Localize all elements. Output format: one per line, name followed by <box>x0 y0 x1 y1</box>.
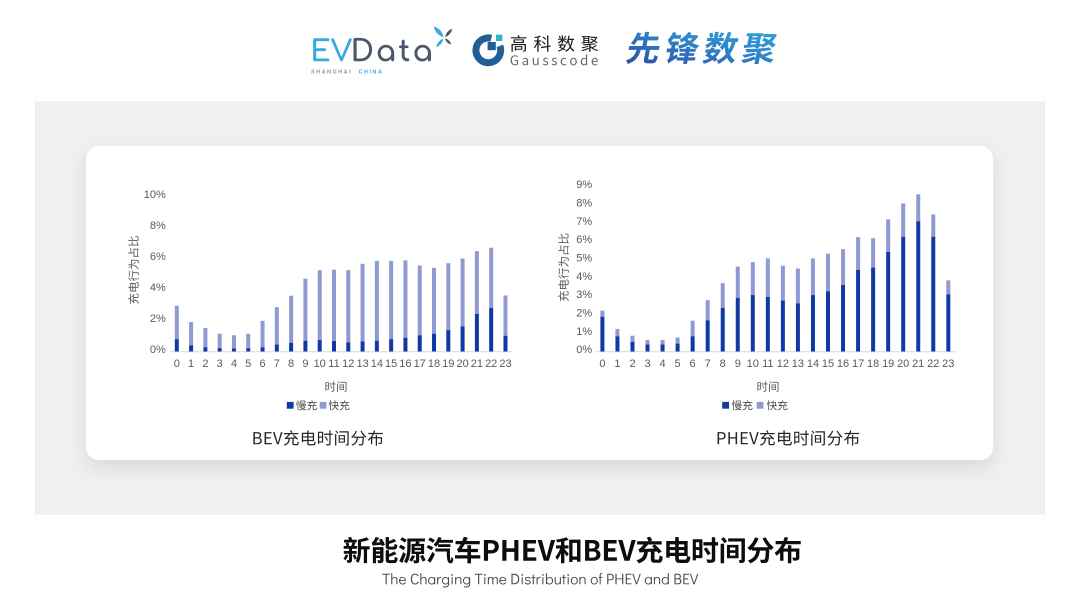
svg-text:2%: 2% <box>150 313 166 325</box>
svg-text:11: 11 <box>328 358 339 370</box>
svg-text:6%: 6% <box>150 251 166 263</box>
svg-text:12: 12 <box>342 358 354 370</box>
svg-text:6: 6 <box>690 358 696 370</box>
svg-text:2: 2 <box>629 358 635 370</box>
svg-text:13: 13 <box>792 358 804 370</box>
svg-text:2%: 2% <box>576 308 592 320</box>
svg-text:5: 5 <box>675 358 681 370</box>
svg-text:15: 15 <box>822 358 834 370</box>
svg-text:22: 22 <box>927 358 939 370</box>
svg-text:17: 17 <box>414 358 426 370</box>
svg-text:7: 7 <box>705 358 711 370</box>
svg-text:6: 6 <box>259 358 265 370</box>
svg-text:20: 20 <box>456 358 468 370</box>
svg-text:1: 1 <box>188 358 194 370</box>
svg-text:4: 4 <box>231 358 237 370</box>
svg-text:20: 20 <box>897 358 909 370</box>
svg-text:22: 22 <box>485 358 497 370</box>
svg-text:16: 16 <box>399 358 411 370</box>
svg-text:1: 1 <box>614 358 620 370</box>
svg-text:10: 10 <box>747 358 759 370</box>
svg-text:9%: 9% <box>576 179 592 191</box>
svg-text:8%: 8% <box>150 220 166 232</box>
svg-text:10%: 10% <box>144 189 166 201</box>
svg-text:0: 0 <box>599 358 605 370</box>
svg-text:CHINA: CHINA <box>359 69 384 75</box>
svg-text:4%: 4% <box>150 282 166 294</box>
svg-text:14: 14 <box>371 358 383 370</box>
svg-text:5%: 5% <box>576 253 592 265</box>
svg-text:14: 14 <box>807 358 819 370</box>
svg-text:7%: 7% <box>576 216 592 228</box>
svg-text:3: 3 <box>217 358 223 370</box>
svg-text:0%: 0% <box>150 344 166 356</box>
svg-text:16: 16 <box>837 358 849 370</box>
svg-text:0: 0 <box>174 358 180 370</box>
svg-text:19: 19 <box>442 358 454 370</box>
svg-text:18: 18 <box>867 358 879 370</box>
svg-text:11: 11 <box>762 358 773 370</box>
svg-text:23: 23 <box>942 358 954 370</box>
svg-text:SHANGHAI: SHANGHAI <box>311 69 352 75</box>
svg-text:1%: 1% <box>576 326 592 338</box>
svg-text:23: 23 <box>499 358 511 370</box>
svg-text:17: 17 <box>852 358 864 370</box>
svg-text:8: 8 <box>288 358 294 370</box>
svg-text:2: 2 <box>202 358 208 370</box>
svg-text:9: 9 <box>735 358 741 370</box>
svg-text:15: 15 <box>385 358 397 370</box>
svg-text:10: 10 <box>314 358 326 370</box>
svg-text:21: 21 <box>912 358 924 370</box>
svg-text:4%: 4% <box>576 271 592 283</box>
svg-text:18: 18 <box>428 358 440 370</box>
svg-text:12: 12 <box>777 358 789 370</box>
svg-text:21: 21 <box>471 358 483 370</box>
svg-text:6%: 6% <box>576 234 592 246</box>
svg-text:8%: 8% <box>576 198 592 210</box>
svg-text:9: 9 <box>302 358 308 370</box>
svg-text:19: 19 <box>882 358 894 370</box>
svg-text:3: 3 <box>644 358 650 370</box>
svg-text:13: 13 <box>356 358 368 370</box>
svg-text:5: 5 <box>245 358 251 370</box>
svg-text:7: 7 <box>274 358 280 370</box>
svg-text:8: 8 <box>720 358 726 370</box>
svg-text:4: 4 <box>660 358 666 370</box>
svg-text:0%: 0% <box>576 344 592 356</box>
svg-text:3%: 3% <box>576 289 592 301</box>
